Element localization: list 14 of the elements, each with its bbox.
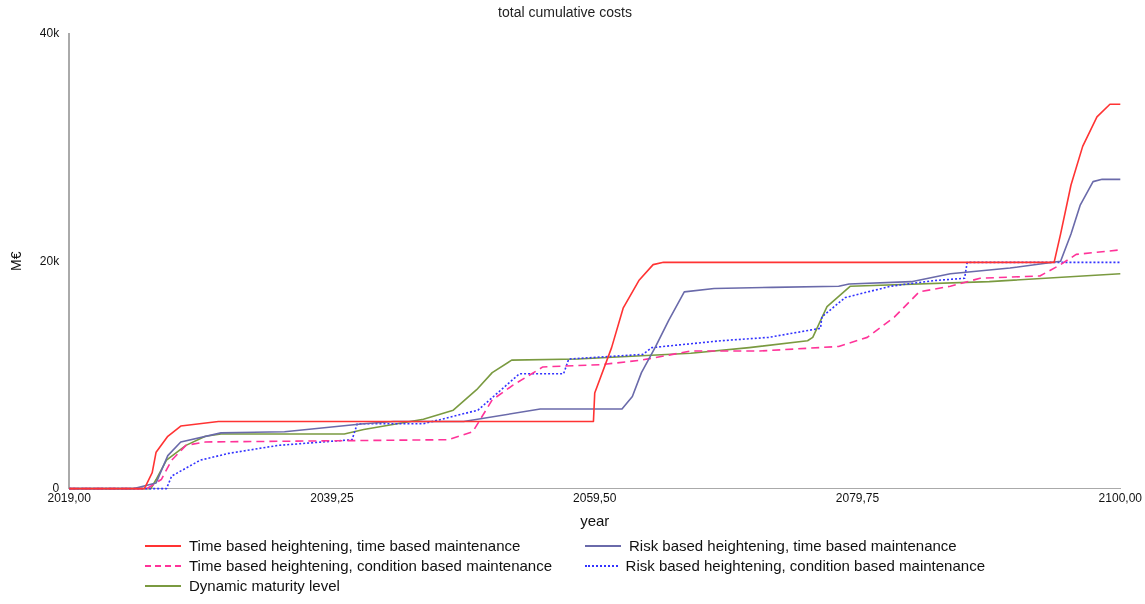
x-tick-label: 2100,00 <box>1098 491 1143 506</box>
y-tick-label: 20k <box>39 253 61 268</box>
legend-label: Dynamic maturity level <box>189 577 340 594</box>
x-tick-label: 2059,50 <box>573 491 617 506</box>
legend-label: Time based heightening, condition based maintenance <box>189 557 553 574</box>
x-tick-label: 2079,75 <box>835 491 880 506</box>
chart-title: total cumulative costs <box>498 4 632 21</box>
y-axis-title: M€ <box>8 251 25 271</box>
legend-label: Time based heightening, time based maintenance <box>189 537 521 554</box>
y-tick-label: 40k <box>39 26 61 41</box>
x-tick-label: 2039,25 <box>310 491 354 506</box>
x-axis-title: year <box>580 512 610 530</box>
legend-label: Risk based heightening, condition based maintenance <box>625 557 985 574</box>
legend-label: Risk based heightening, time based maintenance <box>629 537 957 554</box>
